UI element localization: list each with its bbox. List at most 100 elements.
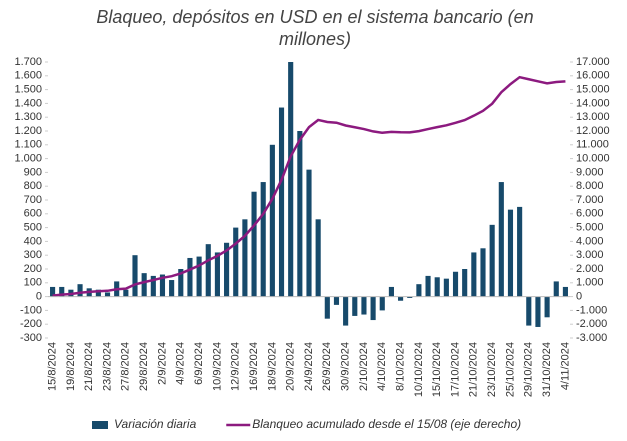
- bar: [269, 144, 275, 297]
- y2-tick-label: 7.000: [576, 194, 604, 206]
- y2-tick-label: 8.000: [576, 180, 604, 192]
- bar: [361, 296, 367, 315]
- bar: [278, 107, 285, 297]
- y-tick-label: 1.100: [14, 139, 42, 151]
- x-tick-label: 23/10/2024: [486, 342, 498, 397]
- bar: [544, 296, 550, 318]
- y2-tick-label: 14.000: [576, 97, 610, 109]
- bar: [132, 255, 138, 297]
- y2-tick-label: 6.000: [576, 208, 604, 220]
- y2-tick-label: 11.000: [576, 139, 609, 151]
- x-tick-label: 8/10/2024: [394, 342, 406, 391]
- chart-title: Blaqueo, depósitos en USD en el sistema …: [96, 7, 534, 49]
- x-tick-label: 2/9/2024: [156, 342, 168, 385]
- bar: [416, 284, 422, 297]
- y2-tick-label: 0: [576, 291, 582, 303]
- x-tick-label: 26/9/2024: [321, 342, 333, 391]
- y-tick-label: -200: [20, 318, 42, 330]
- x-tick-label: 24/9/2024: [303, 342, 315, 391]
- bar: [77, 284, 83, 297]
- y2-tick-label: 15.000: [576, 84, 610, 96]
- bar: [425, 275, 431, 297]
- bar: [370, 296, 376, 321]
- bar: [480, 248, 486, 297]
- y2-tick-label: 4.000: [576, 235, 604, 247]
- y2-tick-label: 16.000: [576, 70, 610, 82]
- y-tick-label: 200: [24, 263, 42, 275]
- x-tick-label: 12/9/2024: [230, 342, 242, 391]
- x-tick-label: 21/10/2024: [468, 342, 480, 397]
- bar: [315, 219, 321, 297]
- bar: [452, 271, 459, 297]
- bar: [562, 286, 568, 297]
- x-tick-label: 4/9/2024: [175, 342, 187, 385]
- bar: [462, 269, 468, 297]
- y-tick-label: 1.000: [14, 153, 42, 165]
- y2-tick-label: 9.000: [576, 166, 604, 178]
- y-tick-label: 1.600: [14, 70, 42, 82]
- y-tick-label: 300: [24, 249, 42, 261]
- x-tick-label: 16/9/2024: [248, 342, 260, 391]
- bar: [535, 296, 541, 327]
- y-tick-label: 700: [24, 194, 42, 206]
- bar: [141, 273, 147, 297]
- bar: [205, 244, 211, 297]
- y-tick-label: 0: [36, 291, 42, 303]
- bar: [553, 281, 559, 297]
- x-tick-label: 29/8/2024: [138, 342, 150, 391]
- y2-tick-label: 2.000: [576, 263, 604, 275]
- y2-tick-label: -3.000: [576, 332, 607, 344]
- bar: [178, 269, 184, 297]
- bar: [526, 296, 532, 326]
- x-tick-label: 31/10/2024: [541, 342, 553, 397]
- bar: [242, 219, 248, 297]
- bar: [59, 286, 65, 297]
- x-tick-label: 4/11/2024: [559, 342, 571, 390]
- bar: [288, 62, 294, 297]
- bar: [379, 296, 385, 311]
- bar: [233, 227, 239, 297]
- x-tick-label: 15/8/2024: [46, 342, 58, 391]
- x-tick-label: 4/10/2024: [376, 342, 388, 391]
- bar: [388, 286, 394, 297]
- x-tick-label: 23/8/2024: [101, 342, 113, 391]
- x-tick-label: 10/9/2024: [211, 342, 223, 391]
- bar: [150, 275, 156, 297]
- x-tick-label: 30/9/2024: [340, 342, 352, 391]
- bar: [324, 296, 330, 319]
- bar: [407, 296, 413, 298]
- y2-tick-label: 1.000: [576, 277, 604, 289]
- x-tick-label: 19/8/2024: [65, 342, 77, 391]
- x-tick-label: 20/9/2024: [285, 342, 297, 391]
- y2-tick-label: 13.000: [576, 111, 610, 123]
- x-tick-label: 2/10/2024: [358, 342, 370, 391]
- bar: [489, 224, 495, 297]
- bar: [352, 296, 358, 316]
- y-tick-label: 500: [24, 222, 42, 234]
- bar: [306, 169, 312, 297]
- x-tick-label: 17/10/2024: [449, 342, 461, 397]
- x-tick-label: 15/10/2024: [431, 342, 443, 397]
- y-tick-label: 1.500: [14, 84, 42, 96]
- x-tick-label: 6/9/2024: [193, 342, 205, 385]
- bar: [50, 286, 56, 297]
- legend-label: Variación diaria: [114, 417, 197, 431]
- y-tick-label: -300: [20, 332, 42, 344]
- y-tick-label: 1.700: [14, 56, 42, 68]
- y2-tick-label: 17.000: [576, 56, 610, 68]
- y2-tick-label: 12.000: [576, 125, 610, 137]
- y-tick-label: 1.300: [14, 111, 42, 123]
- x-tick-label: 21/8/2024: [83, 342, 95, 391]
- bar: [214, 252, 220, 297]
- bar: [507, 209, 514, 297]
- x-tick-label: 25/10/2024: [504, 342, 516, 397]
- y2-tick-label: -1.000: [576, 304, 607, 316]
- bar: [471, 252, 477, 297]
- y-tick-label: 100: [24, 277, 42, 289]
- y2-tick-label: -2.000: [576, 318, 607, 330]
- x-tick-label: 10/10/2024: [413, 342, 425, 397]
- y-tick-label: 800: [24, 180, 42, 192]
- bar: [434, 277, 440, 297]
